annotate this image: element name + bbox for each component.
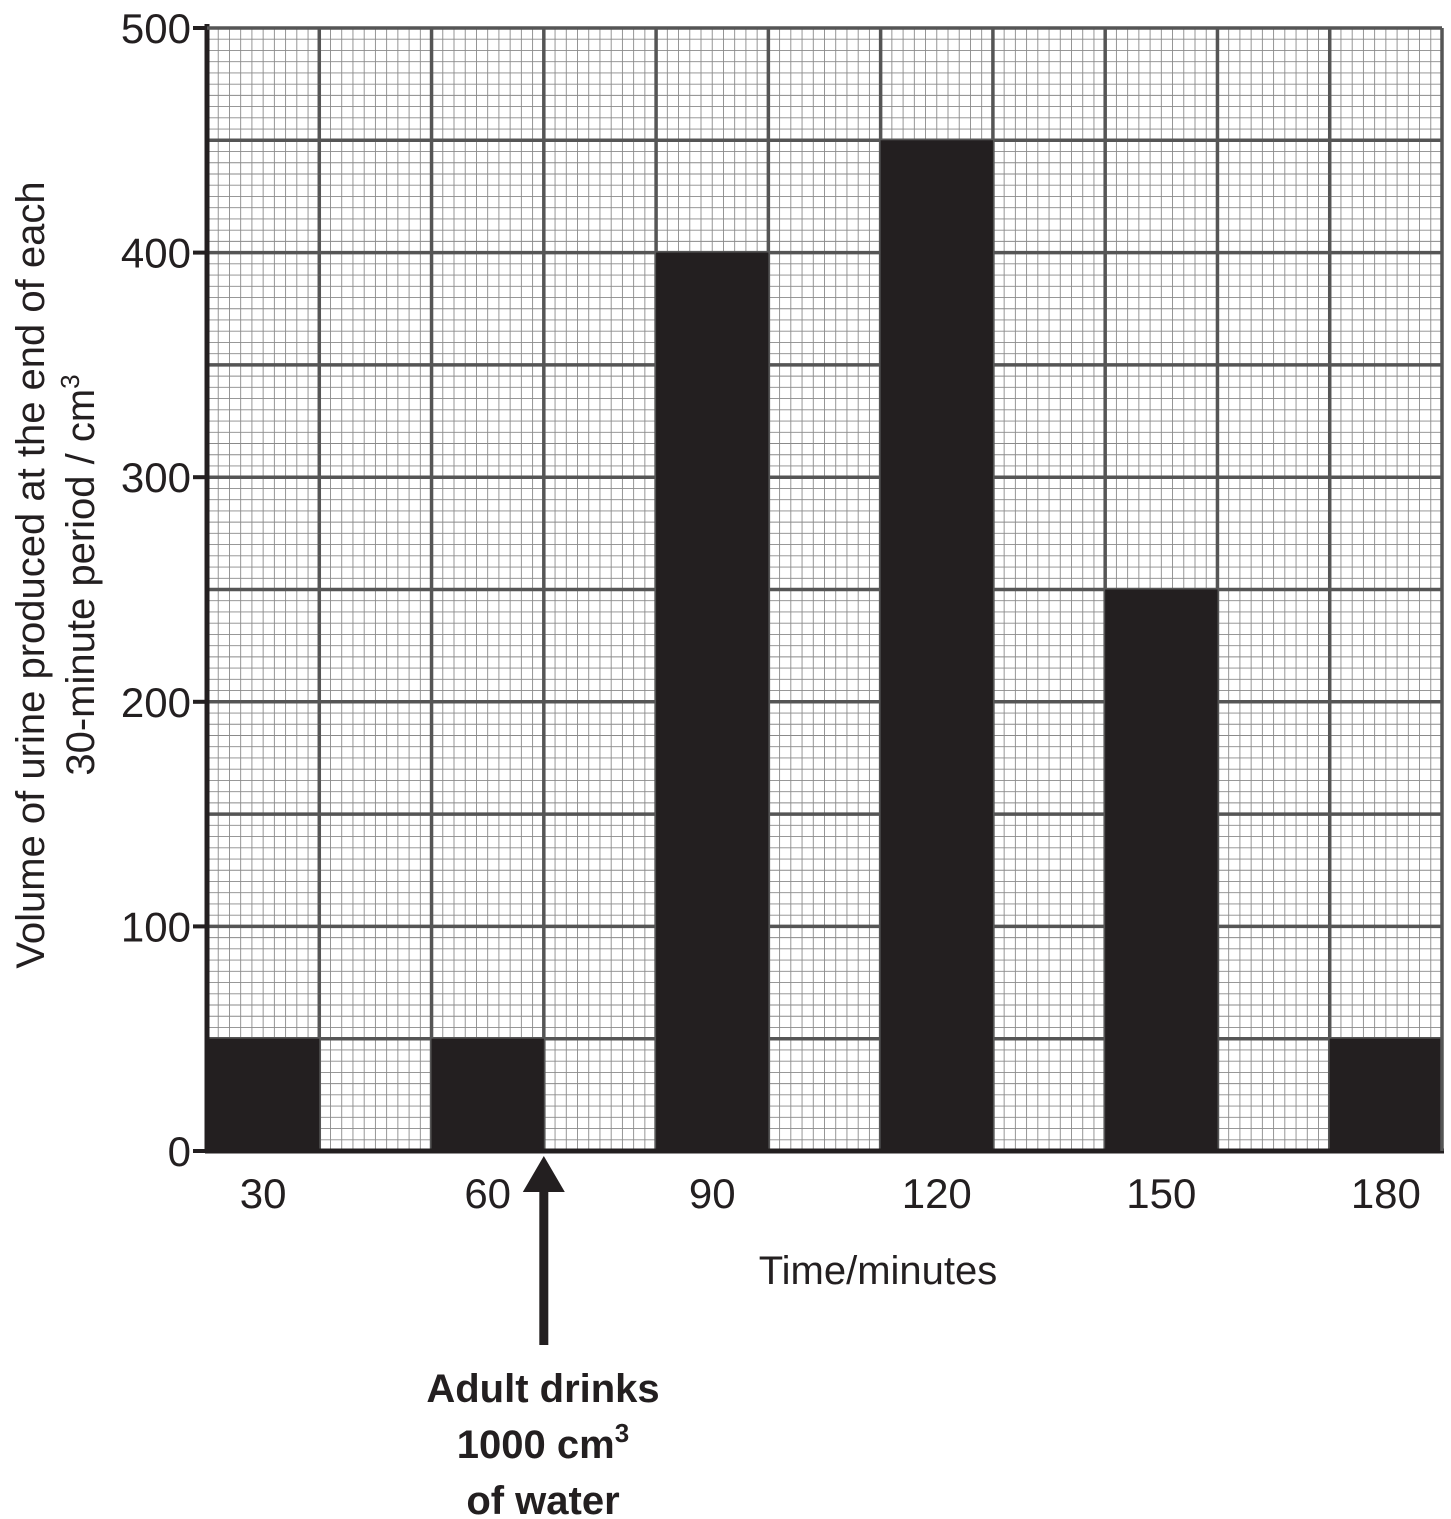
- y-tick-label: 200: [121, 679, 191, 726]
- y-tick-label: 0: [168, 1128, 191, 1175]
- y-axis-label-line2: 30-minute period / cm3: [55, 374, 103, 775]
- bar: [207, 1038, 320, 1151]
- annotation-line1: Adult drinks: [426, 1367, 659, 1411]
- bar: [880, 140, 993, 1152]
- y-axis-label-line2-text: 30-minute period / cm: [59, 389, 103, 776]
- annotation-line2-sup: 3: [615, 1418, 629, 1448]
- x-tick-label: 60: [464, 1170, 511, 1217]
- x-tick-label: 90: [689, 1170, 736, 1217]
- y-tick-label: 100: [121, 903, 191, 950]
- bar: [656, 252, 769, 1152]
- x-tick-label: 120: [902, 1170, 972, 1217]
- annotation-line2-text: 1000 cm: [457, 1423, 615, 1467]
- y-tick-label: 500: [121, 5, 191, 52]
- y-axis-label-unit-sup: 3: [55, 374, 85, 388]
- x-tick-label: 150: [1126, 1170, 1196, 1217]
- arrow-head: [522, 1156, 565, 1192]
- bars: [207, 140, 1442, 1152]
- x-axis-label: Time/minutes: [759, 1249, 998, 1293]
- x-tick-labels: 30 60 90 120 150 180: [240, 1170, 1421, 1217]
- annotation-line2: 1000 cm3: [457, 1418, 629, 1467]
- annotation-line3: of water: [466, 1479, 619, 1519]
- grid: [207, 28, 1442, 1151]
- bar: [431, 1038, 544, 1151]
- bar: [1105, 589, 1218, 1151]
- y-tick-label: 300: [121, 454, 191, 501]
- axes: [204, 24, 1444, 1154]
- water-intake-annotation: Adult drinks 1000 cm3 of water: [426, 1156, 660, 1519]
- y-axis-label-line1: Volume of urine produced at the end of e…: [9, 181, 53, 968]
- y-tick-labels: 0 100 200 300 400 500: [121, 5, 207, 1175]
- bar: [1329, 1038, 1442, 1151]
- x-tick-label: 180: [1351, 1170, 1421, 1217]
- y-tick-label: 400: [121, 230, 191, 277]
- x-tick-label: 30: [240, 1170, 287, 1217]
